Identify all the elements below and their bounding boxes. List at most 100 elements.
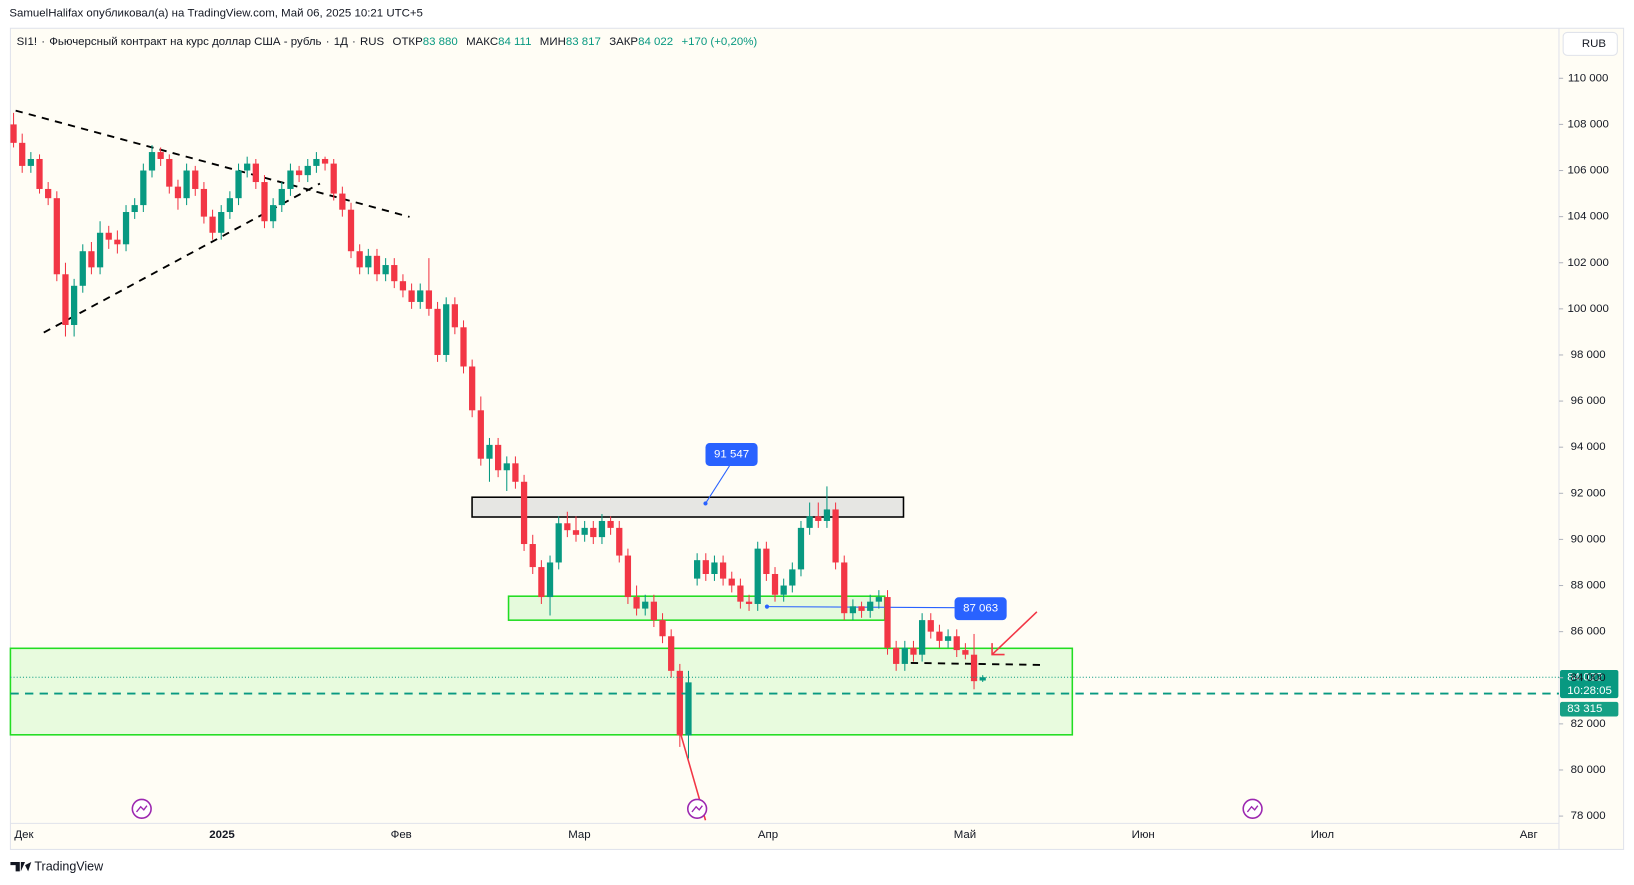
candle-body xyxy=(676,670,683,736)
candle-body xyxy=(36,158,43,189)
y-tick-label: 92 000 xyxy=(1571,487,1606,499)
candle-body xyxy=(417,290,424,302)
candle-body xyxy=(96,232,104,268)
candle-body xyxy=(330,163,337,194)
candle-body xyxy=(278,188,285,206)
event-icon[interactable] xyxy=(131,798,152,819)
candle-body xyxy=(365,255,372,268)
legend-item: МИН xyxy=(540,36,566,48)
level-label: 83 315 xyxy=(1567,703,1602,715)
candle-body xyxy=(564,523,571,531)
candle-body xyxy=(183,170,190,199)
candle-body xyxy=(148,152,156,171)
candle-body xyxy=(918,620,926,655)
x-tick-label: Июл xyxy=(1311,829,1334,841)
event-icon[interactable] xyxy=(1242,798,1263,819)
chart-pane xyxy=(9,27,1625,850)
candle-body xyxy=(719,562,727,579)
candle-body xyxy=(226,198,234,213)
candle-body xyxy=(849,606,857,614)
legend-text: SI1! · Фьючерсный контракт на курс доллар … xyxy=(17,36,758,48)
event-icon[interactable] xyxy=(686,798,708,819)
candle-body xyxy=(737,585,744,602)
level-badge xyxy=(1560,701,1619,717)
legend-item: Фьючерсный контракт на курс доллар США -… xyxy=(49,36,321,48)
x-tick-label: Мар xyxy=(568,829,590,841)
last-price-badge xyxy=(1560,669,1619,699)
y-tick-label: 86 000 xyxy=(1571,626,1606,638)
candle-body xyxy=(745,601,753,604)
legend-item: МАКС xyxy=(466,36,498,48)
candle-body xyxy=(114,239,121,245)
callout-dot xyxy=(703,501,708,506)
x-tick-label: Авг xyxy=(1520,829,1538,841)
y-tick-label: 94 000 xyxy=(1571,441,1606,453)
legend-item: 84 111 xyxy=(498,36,531,48)
candle-body xyxy=(339,193,346,210)
resistance-zone xyxy=(471,496,905,518)
publisher-line: SamuelHalifax опубликовал(а) на TradingV… xyxy=(9,8,423,20)
candle-body xyxy=(304,165,311,176)
candle-body xyxy=(295,170,303,176)
x-tick-label: Дек xyxy=(14,829,34,841)
candle-body xyxy=(728,578,735,586)
candle-body xyxy=(62,274,69,325)
legend-item: 83 817 xyxy=(566,36,601,48)
y-tick-label: 82 000 xyxy=(1571,718,1606,730)
candle-body xyxy=(321,158,329,164)
candle-body xyxy=(88,251,95,268)
candle-body xyxy=(841,562,848,614)
candle-body xyxy=(53,198,60,275)
candle-body xyxy=(131,205,138,213)
candle-body xyxy=(927,620,934,632)
candle-body xyxy=(884,597,891,648)
candle-body xyxy=(460,327,467,367)
candle-body xyxy=(209,216,216,233)
candle-body xyxy=(702,560,709,574)
candle-body xyxy=(105,232,112,240)
candle-body xyxy=(235,170,242,199)
candle-body xyxy=(287,170,294,189)
candle-body xyxy=(408,290,415,302)
candle-body xyxy=(780,585,787,595)
y-tick-label: 106 000 xyxy=(1567,165,1608,177)
candle-body xyxy=(477,410,484,459)
candle-body xyxy=(200,188,208,217)
candle-body xyxy=(581,527,588,535)
candle-body xyxy=(174,186,182,199)
currency[interactable]: RUB xyxy=(1582,38,1607,50)
candle-body xyxy=(763,548,770,574)
candle-body xyxy=(668,636,675,671)
candle-body xyxy=(451,304,458,328)
candle-body xyxy=(486,444,493,459)
candle-body xyxy=(771,573,779,595)
legend-item: ЗАКР xyxy=(609,36,638,48)
callout-dot xyxy=(764,604,770,609)
candle-body xyxy=(910,647,917,655)
candle-body xyxy=(979,677,986,681)
candle-body xyxy=(642,601,649,609)
candle-body xyxy=(503,463,510,471)
candle-body xyxy=(10,124,17,143)
callout-line xyxy=(705,465,730,504)
candle-body xyxy=(590,527,597,538)
candle-body xyxy=(936,631,943,641)
y-tick-label: 96 000 xyxy=(1571,395,1606,407)
candle-body xyxy=(469,366,476,411)
candle-body xyxy=(901,647,908,664)
currency-button[interactable] xyxy=(1562,31,1618,56)
y-tick-label: 108 000 xyxy=(1567,118,1608,130)
candle-body xyxy=(546,562,554,598)
y-tick-label: 88 000 xyxy=(1571,580,1606,592)
candles xyxy=(10,112,986,759)
candle-body xyxy=(157,152,164,159)
y-tick-label: 102 000 xyxy=(1567,257,1608,269)
y-tick-label: 100 000 xyxy=(1567,303,1608,315)
candle-body xyxy=(79,251,86,286)
candle-body xyxy=(313,158,320,166)
arrow xyxy=(991,611,1038,656)
candle-body xyxy=(694,560,701,579)
candle-body xyxy=(944,636,952,641)
candle-body xyxy=(520,481,528,545)
